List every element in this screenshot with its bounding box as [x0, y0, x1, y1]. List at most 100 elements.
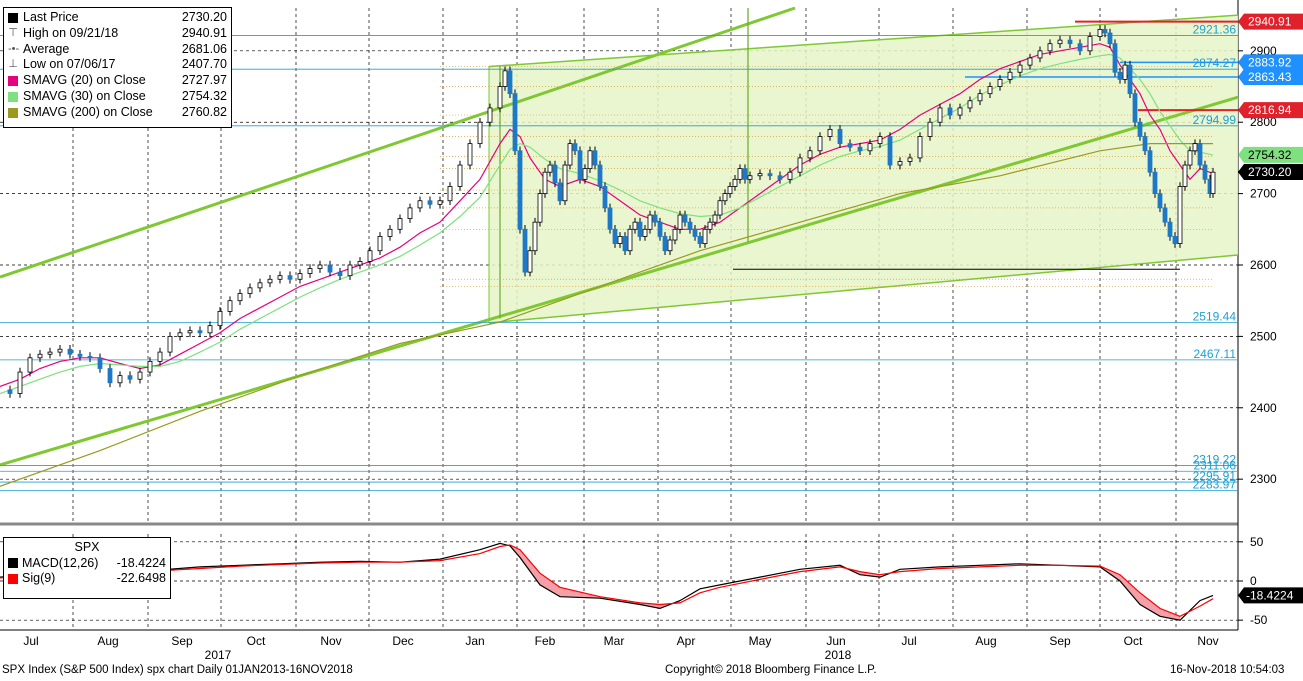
candle-body	[1047, 43, 1053, 52]
candle-body	[742, 168, 748, 180]
candle-body	[797, 157, 803, 173]
candle-body	[57, 348, 63, 353]
candle-body	[467, 143, 473, 166]
legend-row: ⊥ Low on 07/06/17 2407.70	[8, 57, 227, 73]
candle-body	[37, 353, 43, 359]
sma-line	[0, 43, 1214, 387]
trend-channel-fill	[489, 15, 1238, 323]
sma-line	[0, 53, 1214, 395]
candle-body	[692, 228, 698, 237]
level-label: 2794.99	[1193, 113, 1237, 127]
legend-swatch	[8, 76, 18, 87]
candle-body	[477, 121, 483, 145]
candle-body	[997, 78, 1003, 87]
legend-swatch	[8, 91, 18, 102]
candle-body	[787, 171, 793, 180]
price-tag	[1238, 146, 1303, 163]
candle-body	[607, 207, 613, 230]
candle-body	[622, 236, 628, 252]
legend-swatch	[8, 107, 18, 118]
x-year-label: 2017	[205, 648, 232, 662]
candle-body	[542, 171, 548, 195]
candle-body	[207, 325, 213, 334]
legend-swatch	[8, 573, 18, 584]
candle-body	[987, 86, 993, 95]
x-tick-label: Mar	[604, 634, 625, 648]
x-tick-label: Oct	[1124, 634, 1143, 648]
macd-y-tick-label: 0	[1250, 574, 1257, 588]
candle-body	[1142, 136, 1148, 152]
candle-body	[697, 236, 703, 244]
candle-body	[582, 168, 588, 180]
candle-body	[647, 214, 653, 230]
candle-body	[857, 146, 863, 152]
legend-swatch	[8, 558, 18, 569]
candle-body	[1097, 29, 1103, 37]
candle-body	[427, 200, 433, 205]
candle-body	[722, 193, 728, 202]
price-tag-label: 2730.20	[1248, 165, 1292, 179]
macd-histogram-fill	[1120, 574, 1140, 605]
price-tag	[1238, 13, 1303, 30]
candle-body	[1037, 50, 1043, 59]
candle-body	[307, 268, 313, 274]
legend-label: Low on 07/06/17	[23, 57, 116, 72]
signal-line	[0, 544, 1214, 617]
candle-body	[1162, 207, 1168, 223]
candle-body	[602, 186, 608, 209]
y-tick-label: 2800	[1250, 115, 1277, 129]
macd-y-tick-label: 50	[1250, 535, 1264, 549]
candle-body	[1127, 64, 1133, 95]
candle-body	[327, 264, 333, 273]
candle-body	[457, 164, 463, 187]
price-tag	[1238, 164, 1303, 181]
macd-histogram-fill	[1140, 592, 1160, 617]
legend-label: SMAVG (20) on Close	[23, 73, 146, 88]
candle-body	[617, 236, 623, 244]
candle-body	[1137, 121, 1143, 137]
y-tick-label: 2700	[1250, 187, 1277, 201]
candle-body	[512, 93, 518, 152]
level-label: 2295.91	[1193, 469, 1237, 483]
x-tick-label: Jul	[901, 634, 916, 648]
legend-row: ⊤ High on 09/21/18 2940.91	[8, 26, 227, 42]
candle-body	[732, 178, 738, 187]
candle-body	[177, 332, 183, 337]
legend-row: SMAVG (200) on Close 2760.82	[8, 105, 227, 121]
candle-body	[557, 182, 563, 202]
candle-body	[1172, 236, 1178, 244]
candle-body	[1057, 39, 1063, 45]
level-label: 2921.36	[1193, 23, 1237, 37]
legend-row: SMAVG (20) on Close 2727.97	[8, 73, 227, 89]
candle-body	[67, 348, 73, 355]
candle-body	[487, 107, 493, 123]
candle-body	[1182, 164, 1188, 187]
candle-body	[257, 282, 263, 289]
candle-body	[197, 330, 203, 334]
candle-body	[267, 278, 273, 284]
candle-body	[1067, 39, 1073, 45]
footer-timestamp: 16-Nov-2018 10:54:03	[1170, 664, 1285, 676]
candle-body	[47, 351, 53, 355]
candle-body	[1122, 64, 1128, 80]
candle-body	[817, 136, 823, 152]
candle-body	[847, 143, 853, 148]
legend-value: 2407.70	[181, 57, 227, 72]
candle-body	[897, 161, 903, 166]
legend-value: 2940.91	[181, 25, 227, 40]
legend-label: Average	[23, 41, 70, 56]
candle-body	[682, 214, 688, 223]
candle-body	[237, 293, 243, 302]
candle-body	[407, 207, 413, 219]
level-label: 2311.06	[1194, 458, 1237, 472]
candle-body	[17, 371, 23, 394]
candle-body	[562, 164, 568, 202]
x-tick-label: Feb	[535, 634, 556, 648]
candle-body	[612, 228, 618, 244]
candle-body	[522, 228, 528, 273]
candle-body	[747, 175, 753, 180]
candle-body	[947, 107, 953, 116]
candle-body	[107, 368, 113, 384]
candle-body	[517, 150, 523, 230]
candle-body	[1147, 150, 1153, 173]
